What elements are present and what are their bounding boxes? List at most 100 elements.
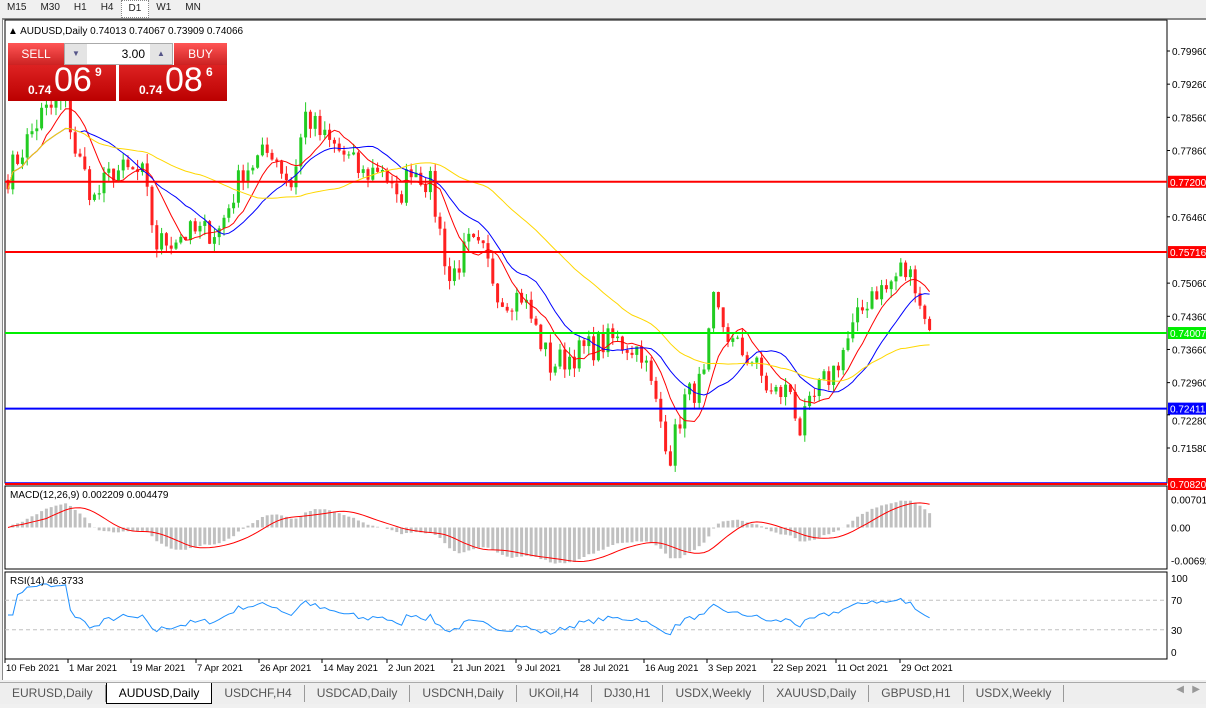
candle-body [731, 338, 735, 342]
macd-bar [112, 527, 116, 533]
candle-body [342, 150, 346, 155]
macd-bar [889, 503, 893, 528]
macd-bar [481, 527, 485, 548]
candle-body [846, 338, 850, 351]
tab-scroll-arrows-icon[interactable]: ◀ ▶ [1176, 684, 1200, 695]
candle-body [184, 236, 188, 241]
candle-body [232, 202, 236, 209]
macd-signal-line [7, 502, 930, 563]
macd-bar [203, 527, 207, 545]
macd-bar [352, 517, 356, 528]
candle-body [145, 163, 149, 187]
timeframe-m15[interactable]: M15 [7, 2, 27, 13]
timeframe-h4[interactable]: H4 [100, 2, 114, 13]
buy-price-pips: 08 [165, 61, 203, 99]
price-chart[interactable]: 0.77200 0.75716 0.74007 0.72411 0.70820 0.799… [0, 0, 1206, 682]
timeframe-m30[interactable]: M30 [40, 2, 60, 13]
candle-body [836, 365, 840, 371]
macd-bar [596, 527, 600, 551]
macd-bar [544, 527, 548, 560]
sell-price[interactable]: 0.74 06 9 [8, 61, 116, 101]
lot-decrease-button[interactable]: ▼ [65, 44, 87, 64]
candle-body [174, 242, 178, 249]
candle-body [788, 384, 792, 392]
macd-bar [284, 516, 288, 528]
candle-body [20, 157, 24, 164]
macd-bar [323, 509, 327, 528]
price-axis-label: 0.74360 [1172, 312, 1206, 323]
macd-bar [448, 527, 452, 549]
macd-bar [121, 527, 125, 532]
macd-bar [414, 527, 418, 533]
chart-tab[interactable]: UKOil,H4 [517, 685, 592, 702]
candle-body [832, 365, 836, 386]
buy-button[interactable]: BUY [174, 43, 227, 65]
macd-bar [232, 527, 236, 537]
candle-body [380, 169, 384, 172]
candle-body [616, 336, 620, 339]
candle-body [889, 281, 893, 290]
macd-bar [280, 515, 284, 528]
chart-tab[interactable]: AUDUSD,Daily [105, 683, 213, 704]
candle-body [164, 233, 168, 246]
candle-body [865, 308, 869, 311]
macd-bar [750, 523, 754, 528]
candle-body [649, 360, 653, 381]
lot-input[interactable]: 3.00 [121, 47, 145, 61]
candle-body [409, 169, 413, 178]
candle-body [313, 115, 317, 129]
candle-body [78, 153, 82, 157]
candle-body [347, 154, 351, 156]
candle-body [155, 225, 159, 250]
macd-bar [212, 527, 216, 545]
date-axis-label: 28 Jul 2021 [580, 663, 629, 674]
macd-bar [635, 527, 639, 542]
candle-body [664, 421, 668, 452]
chart-tab[interactable]: EURUSD,Daily [0, 685, 106, 702]
level-price-label: 0.77200 [1170, 178, 1206, 189]
timeframe-w1[interactable]: W1 [156, 2, 172, 13]
level-price-tag [1168, 175, 1206, 188]
chart-tab[interactable]: GBPUSD,H1 [869, 685, 964, 702]
macd-bar [289, 518, 293, 528]
macd-bar [145, 527, 149, 533]
macd-bar [534, 527, 538, 557]
macd-bar [659, 527, 663, 549]
sell-button[interactable]: SELL [8, 43, 64, 65]
macd-bar [529, 527, 533, 557]
macd-bar [476, 527, 480, 549]
chart-tab[interactable]: USDCHF,H4 [212, 685, 305, 702]
candle-body [654, 380, 658, 399]
candle-body [188, 221, 192, 241]
chart-tab[interactable]: USDX,Weekly [964, 685, 1065, 702]
candle-body [548, 342, 552, 373]
candle-body [68, 90, 72, 133]
macd-bar [433, 527, 437, 535]
macd-bar [803, 527, 807, 542]
lot-increase-button[interactable]: ▲ [150, 44, 172, 64]
buy-price[interactable]: 0.74 08 6 [119, 61, 227, 101]
macd-bar [908, 500, 912, 528]
level-price-tag [1168, 478, 1206, 491]
chart-tab[interactable]: DJ30,H1 [592, 685, 664, 702]
timeframe-d1[interactable]: D1 [120, 0, 150, 18]
chart-tab[interactable]: USDCNH,Daily [410, 685, 517, 702]
chart-tab[interactable]: XAUUSD,Daily [764, 685, 870, 702]
macd-bar [419, 527, 423, 533]
rsi-line [8, 583, 930, 636]
chart-tab[interactable]: USDCAD,Daily [305, 685, 411, 702]
chart-title: ▲ AUDUSD,Daily 0.74013 0.74067 0.73909 0… [8, 26, 243, 37]
date-axis-label: 1 Mar 2021 [69, 663, 117, 674]
timeframe-mn[interactable]: MN [185, 2, 201, 13]
chart-tab[interactable]: USDX,Weekly [663, 685, 765, 702]
macd-bar [102, 527, 106, 532]
macd-bar [702, 527, 706, 543]
macd-bar [692, 527, 696, 550]
candle-body [596, 333, 600, 361]
candle-body [928, 318, 932, 331]
macd-bar [164, 527, 168, 547]
candle-body [726, 327, 730, 342]
moving-average-line [7, 108, 930, 423]
collapse-triangle-icon[interactable]: ▲ [8, 26, 18, 37]
timeframe-h1[interactable]: H1 [73, 2, 87, 13]
